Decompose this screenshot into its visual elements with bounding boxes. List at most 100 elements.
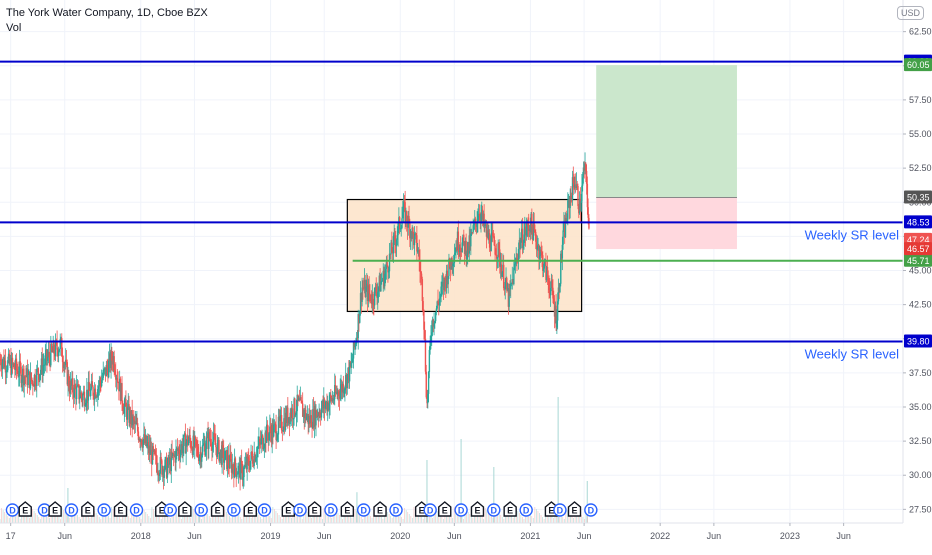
volume-bar bbox=[432, 518, 433, 523]
volume-bar bbox=[49, 518, 50, 523]
event-letter: D bbox=[491, 506, 498, 516]
y-tick-label: 27.50 bbox=[909, 504, 932, 514]
volume-bar bbox=[181, 519, 182, 523]
volume-bar bbox=[141, 519, 142, 523]
volume-bar bbox=[111, 507, 112, 523]
volume-bar bbox=[331, 518, 332, 523]
price-axis: 27.5030.0032.5035.0037.5040.0042.5045.00… bbox=[903, 0, 932, 550]
volume-bar bbox=[324, 508, 325, 523]
volume-bar bbox=[471, 516, 472, 523]
currency-badge[interactable]: USD bbox=[897, 6, 924, 20]
x-tick-label: 2021 bbox=[520, 531, 540, 541]
volume-bar bbox=[249, 516, 250, 523]
volume-bar bbox=[170, 518, 171, 523]
volume-bar bbox=[482, 517, 483, 523]
x-tick-label: 2020 bbox=[390, 531, 410, 541]
x-tick-label: 2023 bbox=[780, 531, 800, 541]
volume-bar bbox=[462, 517, 463, 523]
event-letter: D bbox=[198, 506, 205, 516]
x-tick-label: Jun bbox=[577, 531, 592, 541]
volume-bar bbox=[63, 510, 64, 523]
volume-bar bbox=[359, 515, 360, 523]
volume-bar bbox=[431, 516, 432, 523]
x-tick-label: 2018 bbox=[131, 531, 151, 541]
volume-bar bbox=[300, 517, 301, 523]
volume-bar bbox=[551, 516, 552, 523]
volume-bar bbox=[472, 518, 473, 523]
volume-bar bbox=[144, 510, 145, 523]
event-letter: D bbox=[523, 506, 530, 516]
volume-bar bbox=[240, 517, 241, 523]
volume-bar bbox=[231, 518, 232, 523]
volume-bar bbox=[423, 519, 424, 523]
volume-bar bbox=[38, 517, 39, 523]
volume-bar bbox=[322, 519, 323, 523]
volume-bar bbox=[390, 516, 391, 523]
volume-bar bbox=[108, 516, 109, 523]
y-tick-label: 37.50 bbox=[909, 368, 932, 378]
candle-body bbox=[27, 375, 28, 385]
symbol-title[interactable]: The York Water Company, 1D, Cboe BZX bbox=[6, 6, 208, 21]
candle-body bbox=[215, 445, 216, 447]
volume-bar bbox=[469, 514, 470, 523]
volume-bar bbox=[272, 507, 273, 523]
volume-bar bbox=[562, 517, 563, 523]
event-letter: E bbox=[344, 506, 350, 516]
volume-bar bbox=[407, 512, 408, 523]
volume-bar bbox=[542, 517, 543, 523]
volume-bar bbox=[179, 517, 180, 523]
volume-bar bbox=[28, 516, 29, 523]
volume-bar bbox=[60, 519, 61, 523]
volume-bar bbox=[355, 509, 356, 523]
event-letter: E bbox=[52, 506, 58, 516]
volume-bar bbox=[320, 517, 321, 523]
volume-bar bbox=[226, 512, 227, 523]
price-tag-label: 60.05 bbox=[907, 60, 930, 70]
candle-body bbox=[236, 474, 237, 477]
y-tick-label: 45.00 bbox=[909, 266, 932, 276]
volume-bar bbox=[311, 518, 312, 523]
volume-bar bbox=[513, 518, 514, 523]
event-letter: E bbox=[85, 506, 91, 516]
volume-bar bbox=[96, 513, 97, 523]
volume-bar bbox=[169, 516, 170, 523]
volume-bar bbox=[451, 516, 452, 523]
volume-bar bbox=[358, 513, 359, 523]
candle-body bbox=[503, 265, 504, 288]
volume-bar bbox=[533, 518, 534, 523]
volume-bar bbox=[493, 518, 494, 523]
price-tag-label: 46.57 bbox=[907, 244, 930, 254]
event-letter: E bbox=[474, 506, 480, 516]
volume-bar bbox=[139, 517, 140, 523]
volume-bar bbox=[274, 509, 275, 523]
volume-bar bbox=[280, 517, 281, 523]
volume-bar bbox=[339, 515, 340, 523]
volume-bar bbox=[209, 516, 210, 523]
volume-bar bbox=[520, 515, 521, 523]
volume-bar bbox=[381, 517, 382, 523]
volume-bar bbox=[99, 517, 100, 523]
volume-bar bbox=[258, 515, 259, 523]
event-letter: D bbox=[68, 506, 75, 516]
volume-bar bbox=[502, 517, 503, 523]
event-letter: D bbox=[41, 506, 48, 516]
volume-bar bbox=[491, 516, 492, 523]
y-tick-label: 62.50 bbox=[909, 27, 932, 37]
volume-bar bbox=[341, 517, 342, 523]
volume-bar bbox=[483, 519, 484, 523]
candle-body bbox=[454, 255, 455, 263]
volume-bar bbox=[572, 516, 573, 523]
volume-bar bbox=[387, 512, 388, 523]
volume-bar bbox=[6, 514, 7, 523]
volume-bar bbox=[4, 512, 5, 523]
volume-bar bbox=[302, 519, 303, 523]
volume-bar bbox=[119, 517, 120, 523]
volume-bar bbox=[192, 507, 193, 523]
volume-bar bbox=[29, 518, 30, 523]
volume-label[interactable]: Vol bbox=[6, 21, 208, 36]
volume-bar bbox=[538, 511, 539, 523]
volume-bar bbox=[553, 518, 554, 523]
volume-bar bbox=[77, 515, 78, 523]
